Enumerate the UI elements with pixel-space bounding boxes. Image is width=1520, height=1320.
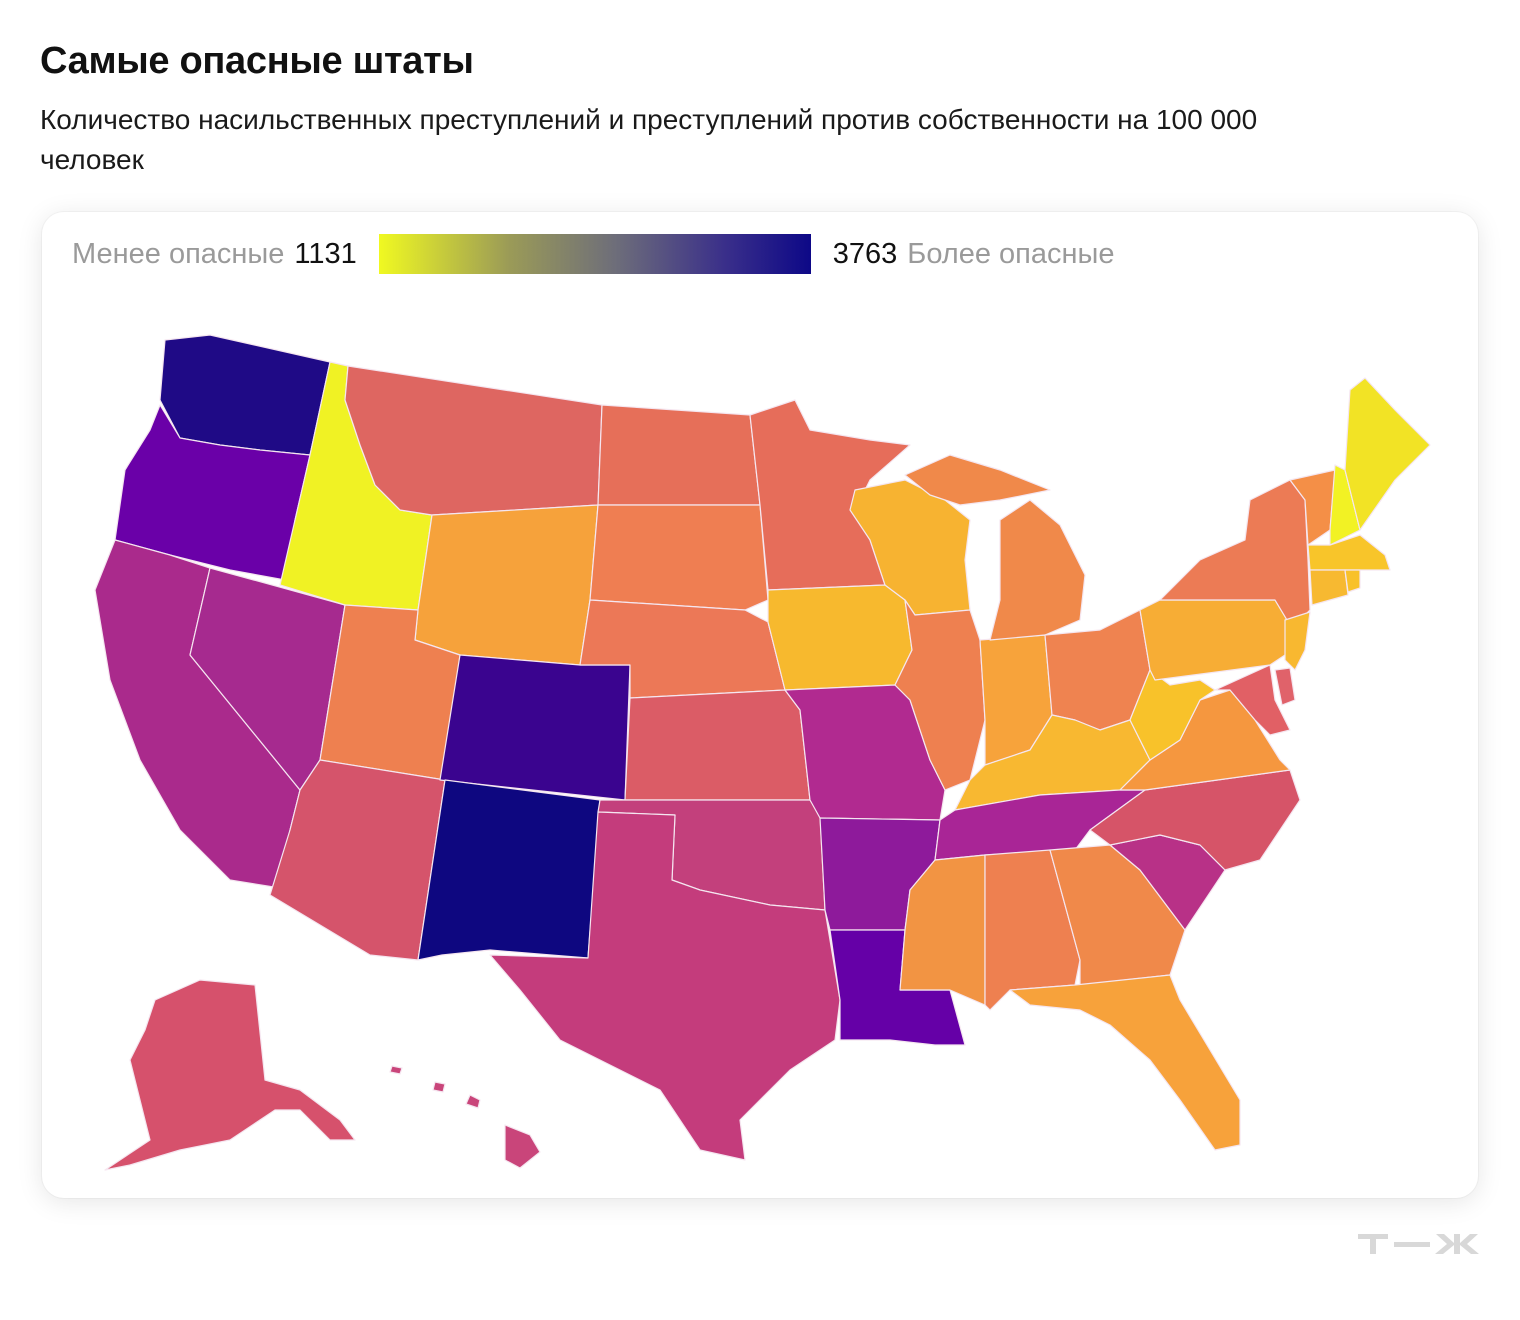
legend-high-label: Более опасные: [907, 237, 1115, 270]
legend-gradient-bar: [378, 234, 811, 274]
state-ma[interactable]: [1307, 534, 1391, 571]
us-state-map: [94, 334, 1431, 1171]
state-mt[interactable]: [344, 365, 603, 516]
state-tx[interactable]: [489, 811, 841, 1161]
state-me[interactable]: [1344, 377, 1431, 531]
map-card: Менее опасные 1131 3763 Более опасные: [42, 212, 1478, 1198]
state-mi[interactable]: [904, 454, 1086, 641]
state-vt[interactable]: [1289, 469, 1336, 546]
page-title: Самые опасные штаты: [40, 40, 474, 82]
state-il[interactable]: [894, 599, 986, 791]
state-nh[interactable]: [1329, 464, 1361, 546]
state-ct[interactable]: [1309, 569, 1349, 606]
state-sd[interactable]: [589, 504, 769, 611]
state-wy[interactable]: [414, 504, 599, 666]
state-nj[interactable]: [1284, 611, 1311, 671]
legend-min-value: 1131: [294, 237, 357, 270]
state-ri[interactable]: [1344, 569, 1361, 593]
state-ks[interactable]: [624, 689, 811, 801]
state-co[interactable]: [439, 654, 631, 801]
state-de[interactable]: [1274, 667, 1296, 706]
state-md[interactable]: [1214, 664, 1291, 736]
tzh-logo-icon: [1358, 1234, 1479, 1254]
state-hi[interactable]: [389, 1065, 541, 1169]
state-nm[interactable]: [417, 779, 601, 961]
page-subtitle: Количество насильственных преступлений и…: [40, 104, 1258, 175]
state-ia[interactable]: [767, 584, 913, 691]
state-ak[interactable]: [104, 979, 356, 1171]
legend-low-label: Менее опасные: [72, 237, 285, 270]
legend-max-value: 3763: [832, 237, 898, 270]
state-wa[interactable]: [159, 334, 331, 456]
state-fl[interactable]: [1009, 974, 1241, 1151]
state-nd[interactable]: [597, 404, 761, 506]
color-legend: Менее опасные 1131 3763 Более опасные: [72, 234, 1115, 274]
